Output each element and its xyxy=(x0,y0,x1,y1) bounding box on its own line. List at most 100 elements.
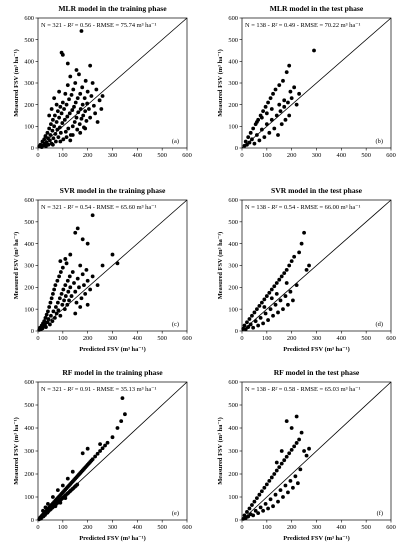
x-tick-label: 600 xyxy=(386,335,396,342)
y-tick-label: 500 xyxy=(24,37,34,44)
y-tick-label: 600 xyxy=(24,197,34,204)
data-point xyxy=(286,302,290,307)
data-point xyxy=(88,287,93,292)
data-point xyxy=(253,508,258,513)
data-point xyxy=(65,61,70,66)
data-point xyxy=(269,296,274,301)
data-point xyxy=(268,497,273,502)
data-point xyxy=(284,454,289,459)
data-point xyxy=(69,294,74,298)
data-point xyxy=(51,495,55,499)
data-point xyxy=(62,298,66,303)
data-point xyxy=(60,121,65,125)
data-point xyxy=(284,419,289,423)
data-point xyxy=(271,504,275,509)
y-tick-label: 200 xyxy=(24,471,34,478)
identity-line xyxy=(241,199,392,332)
data-point xyxy=(54,311,59,316)
data-point xyxy=(63,129,68,134)
data-point xyxy=(243,327,248,332)
y-axis-label: Measured FSV (m³ ha⁻¹) xyxy=(13,232,20,300)
data-point xyxy=(282,271,287,276)
data-point xyxy=(61,287,66,292)
data-point xyxy=(291,298,295,303)
data-point xyxy=(279,449,284,453)
y-tick-label: 0 xyxy=(235,328,238,335)
data-point xyxy=(262,297,267,302)
data-point xyxy=(302,449,306,453)
panel-label: (a) xyxy=(172,138,179,145)
data-point xyxy=(278,109,283,114)
y-tick-label: 600 xyxy=(228,15,238,22)
data-point xyxy=(282,98,287,103)
data-point xyxy=(304,267,309,272)
data-point xyxy=(76,110,81,115)
data-point xyxy=(73,100,78,105)
y-tick-label: 300 xyxy=(228,80,238,87)
y-tick-label: 300 xyxy=(228,263,238,270)
data-point xyxy=(82,283,86,288)
data-point xyxy=(73,230,78,235)
data-point xyxy=(77,285,81,290)
y-tick-label: 500 xyxy=(228,402,238,409)
data-point xyxy=(247,140,252,145)
identity-line xyxy=(37,17,188,149)
data-point xyxy=(277,277,282,282)
data-point xyxy=(251,325,256,330)
data-point xyxy=(53,132,58,136)
data-point xyxy=(52,124,57,129)
data-point xyxy=(70,108,75,112)
data-point xyxy=(80,237,85,242)
data-point xyxy=(83,126,88,131)
data-point xyxy=(283,117,288,122)
data-point xyxy=(62,107,66,111)
x-tick-label: 400 xyxy=(133,335,143,342)
y-tick-label: 600 xyxy=(228,197,238,204)
y-tick-label: 600 xyxy=(24,15,34,22)
data-point xyxy=(98,449,102,453)
data-point xyxy=(52,96,57,101)
data-point xyxy=(292,444,297,449)
y-tick-label: 400 xyxy=(228,59,238,66)
data-point xyxy=(272,126,277,131)
data-point xyxy=(272,284,277,289)
y-tick-label: 500 xyxy=(24,402,34,409)
x-axis-label: Predicted FSV (m³ ha⁻¹) xyxy=(79,535,145,542)
data-point xyxy=(64,261,69,266)
x-tick-label: 500 xyxy=(157,524,167,531)
chart-title: RF model in the test phase xyxy=(274,368,360,377)
data-point xyxy=(42,137,47,142)
y-tick-label: 300 xyxy=(228,448,238,455)
data-point xyxy=(119,419,124,423)
y-tick-label: 600 xyxy=(228,379,238,386)
data-point xyxy=(78,130,83,135)
y-tick-label: 0 xyxy=(31,517,34,524)
data-point xyxy=(77,122,82,127)
data-point xyxy=(60,302,65,307)
data-point xyxy=(74,68,79,72)
data-point xyxy=(115,426,120,430)
data-point xyxy=(46,309,50,314)
data-point xyxy=(48,322,52,327)
data-point xyxy=(84,267,89,272)
data-point xyxy=(257,138,262,143)
x-tick-label: 0 xyxy=(240,152,243,159)
data-point xyxy=(242,323,247,328)
data-point xyxy=(262,485,267,490)
data-point xyxy=(105,440,110,445)
data-point xyxy=(56,308,61,313)
data-point xyxy=(46,142,51,147)
x-tick-label: 100 xyxy=(58,524,68,531)
x-tick-label: 600 xyxy=(182,335,192,342)
data-point xyxy=(45,320,50,325)
data-point xyxy=(67,298,71,303)
data-point xyxy=(43,316,48,320)
data-point xyxy=(78,263,83,268)
data-point xyxy=(259,127,264,132)
panel-label: (b) xyxy=(376,138,383,145)
data-point xyxy=(312,48,316,53)
data-point xyxy=(51,117,55,122)
data-point xyxy=(123,412,127,417)
data-point xyxy=(83,78,88,83)
chart-panel-d: SVR model in the test phase 0 100 200 300 400… xyxy=(217,186,396,353)
